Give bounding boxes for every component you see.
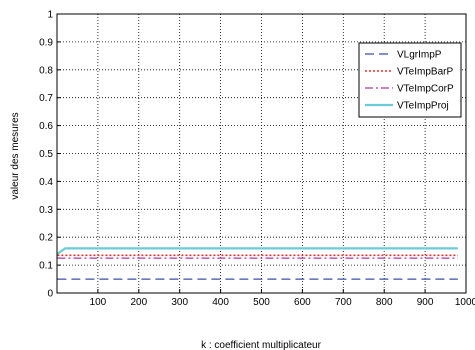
series-group	[56, 247, 458, 280]
y-tick-label: 0.1	[39, 261, 53, 272]
y-tick-label: 1	[47, 10, 53, 21]
y-tick-label: 0.2	[39, 233, 53, 244]
y-tick-label: 0.9	[39, 37, 53, 48]
y-tick-label: 0.3	[39, 205, 53, 216]
axis-ticks: 100 200 300 400 500 600 700 800 900 1000 0 0.1 0.2 0.…	[39, 10, 475, 309]
x-tick-label: 100	[90, 297, 107, 308]
x-tick-label: 600	[294, 297, 311, 308]
grid-lines	[57, 14, 466, 293]
x-tick-label: 800	[376, 297, 393, 308]
y-tick-label: 0.5	[39, 149, 53, 160]
y-tick-label: 0	[47, 289, 53, 300]
y-tick-label: 0.8	[39, 65, 53, 76]
x-tick-label: 300	[171, 297, 188, 308]
x-tick-label: 1000	[455, 297, 475, 308]
legend-label-vteimpbarp: VTeImpBarP	[397, 67, 453, 78]
y-tick-label: 0.6	[39, 121, 53, 132]
x-tick-label: 400	[212, 297, 229, 308]
y-tick-label: 0.4	[39, 177, 53, 188]
legend-label-vteimpcorp: VTeImpCorP	[397, 84, 454, 95]
x-tick-label: 200	[130, 297, 147, 308]
y-axis-label: valeur des mesures	[10, 112, 21, 199]
x-axis-label: k : coefficient multiplicateur	[201, 340, 322, 350]
x-tick-label: 700	[335, 297, 352, 308]
x-tick-label: 500	[253, 297, 270, 308]
series-line-vteimpproj	[56, 247, 458, 255]
x-tick-label: 900	[417, 297, 434, 308]
y-tick-label: 0.7	[39, 93, 53, 104]
legend: VLgrImpP VTeImpBarP VTeImpCorP VTeImpProj	[358, 42, 462, 118]
legend-label-vlgrimpp: VLgrImpP	[397, 50, 442, 61]
legend-label-vteimpproj: VTeImpProj	[397, 101, 449, 112]
